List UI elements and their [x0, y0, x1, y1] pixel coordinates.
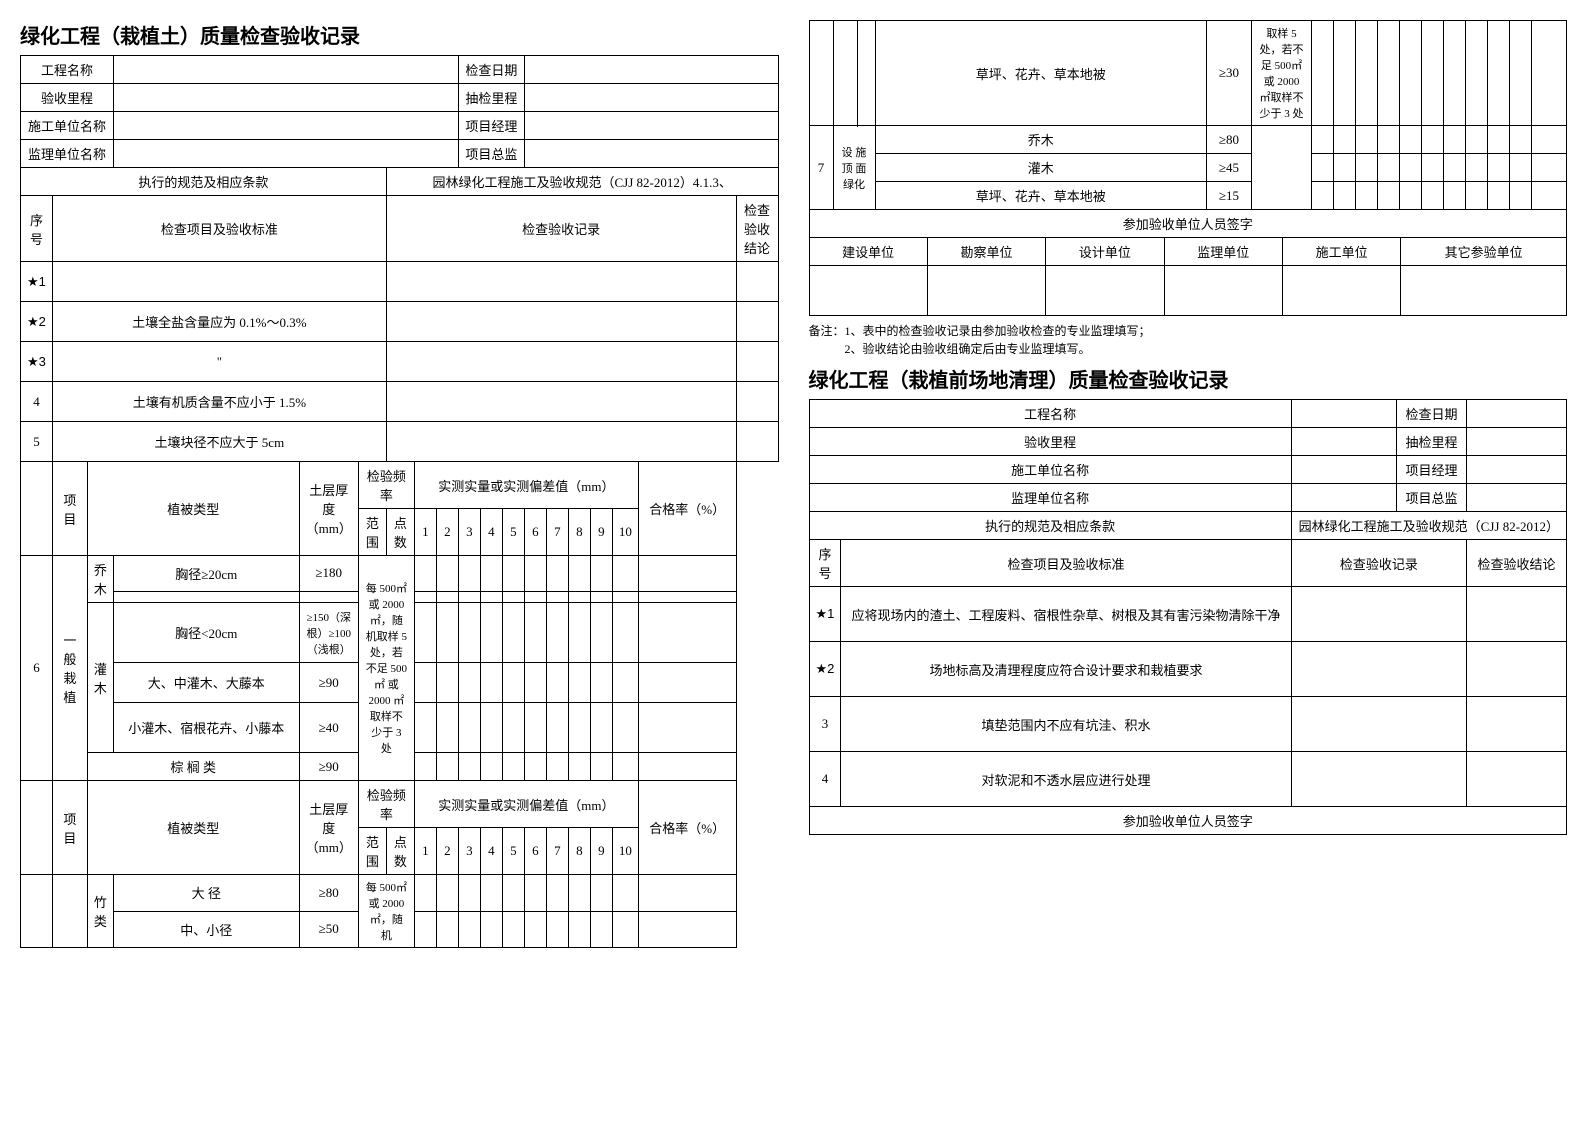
seq-7b: 7	[809, 126, 833, 210]
val-check-date	[524, 56, 778, 84]
bamboo-small: 中、小径	[113, 911, 299, 948]
arbor-b: 胸径<20cm	[113, 603, 299, 663]
val-project-name	[113, 56, 458, 84]
table-1-cont2: 7 设 施 顶 面 绿化 乔木 ≥80 灌木 ≥45 草坪、花卉、草本地被 ≥1…	[809, 125, 1568, 238]
seq-1: ★1	[21, 262, 53, 302]
sub-plant-type: 植被类型	[87, 462, 299, 556]
sub-depth: 土层厚度（mm）	[299, 462, 358, 556]
title-1: 绿化工程（栽植土）质量检查验收记录	[20, 20, 779, 49]
r7-lawn1: 草坪、花卉、草本地被	[875, 21, 1207, 126]
col-item-std: 检查项目及验收标准	[52, 196, 386, 262]
freq-6: 每 500㎡ 或 2000 ㎡，随机取样 5 处，若不足 500㎡ 或 2000…	[358, 556, 414, 781]
bamboo-small-val: ≥50	[299, 911, 358, 948]
shrub-b-val: ≥40	[299, 703, 358, 753]
lbl-pm: 项目经理	[458, 112, 524, 140]
sub-range: 范围	[358, 509, 386, 556]
title-2: 绿化工程（栽植前场地清理）质量检查验收记录	[809, 364, 1568, 393]
shrub-a-val: ≥90	[299, 663, 358, 703]
notes: 备注：1、表中的检查验收记录由参加验收检查的专业监理填写； 2、验收结论由验收组…	[809, 322, 1568, 358]
seq-2: ★2	[21, 302, 53, 342]
shrub-b: 小灌木、宿根花卉、小藤本	[113, 703, 299, 753]
arbor-a: 胸径≥20cm	[113, 556, 299, 592]
col-seq: 序号	[21, 196, 53, 262]
lbl-project-name: 工程名称	[21, 56, 114, 84]
seq-4: 4	[21, 382, 53, 422]
arbor: 乔木	[87, 556, 113, 603]
seq-6: 6	[21, 556, 53, 781]
bamboo: 竹类	[87, 875, 113, 948]
r7-shrub: 灌木	[875, 154, 1207, 182]
lbl-check-date: 检查日期	[458, 56, 524, 84]
txt-3: "	[52, 342, 386, 382]
lbl-const-unit: 施工单位名称	[21, 112, 114, 140]
bamboo-big-val: ≥80	[299, 875, 358, 912]
shrub-a: 大、中灌木、大藤本	[113, 663, 299, 703]
sig-u0: 建设单位	[809, 238, 927, 266]
sig-u4: 施工单位	[1282, 238, 1400, 266]
lbl-accept-mileage: 验收里程	[21, 84, 114, 112]
sig-table: 建设单位 勘察单位 设计单位 监理单位 施工单位 其它参验单位	[809, 237, 1568, 316]
sig-u5: 其它参验单位	[1401, 238, 1567, 266]
lbl-chief: 项目总监	[458, 140, 524, 168]
r7-lawn1-val: ≥30	[1207, 21, 1252, 126]
sub-project: 项目	[52, 462, 87, 556]
right-page: 草坪、花卉、草本地被 ≥30 取样 5 处，若不足 500㎡ 或 2000 ㎡取…	[809, 20, 1568, 948]
col-record: 检查验收记录	[386, 196, 736, 262]
sub-points: 点数	[386, 509, 414, 556]
bamboo-freq: 每 500㎡ 或 2000 ㎡，随机	[358, 875, 414, 948]
r7-lawn2-val: ≥15	[1207, 182, 1252, 210]
left-page: 绿化工程（栽植土）质量检查验收记录 工程名称 检查日期 验收里程 抽检里程 施工…	[20, 20, 779, 948]
r7-arbor-val: ≥80	[1207, 126, 1252, 154]
lbl-spec: 执行的规范及相应条款	[21, 168, 387, 196]
r7-lawn2: 草坪、花卉、草本地被	[875, 182, 1207, 210]
r7-freq: 取样 5 处，若不足 500㎡ 或 2000 ㎡取样不少于 3 处	[1252, 21, 1312, 126]
r7-shrub-val: ≥45	[1207, 154, 1252, 182]
sig-header: 参加验收单位人员签字	[809, 210, 1567, 238]
table-1-cont: 草坪、花卉、草本地被 ≥30 取样 5 处，若不足 500㎡ 或 2000 ㎡取…	[809, 20, 1568, 126]
sig-u2: 设计单位	[1046, 238, 1164, 266]
txt-5: 土壤块径不应大于 5cm	[52, 422, 386, 462]
sub-measured: 实测实量或实测偏差值（mm）	[414, 462, 638, 509]
seq-5: 5	[21, 422, 53, 462]
arbor-b-val: ≥150（深根）≥100（浅根）	[299, 603, 358, 663]
sub-pass: 合格率（%）	[638, 462, 736, 556]
palm: 棕 榈 类	[87, 753, 299, 781]
proj-7: 设 施 顶 面 绿化	[833, 126, 875, 210]
col-conclusion: 检查验收结论	[736, 196, 778, 262]
proj-6: 一般栽植	[52, 556, 87, 781]
bamboo-big: 大 径	[113, 875, 299, 912]
seq-3: ★3	[21, 342, 53, 382]
table-1: 工程名称 检查日期 验收里程 抽检里程 施工单位名称 项目经理 监理单位名称 项…	[20, 55, 779, 948]
arbor-a-val: ≥180	[299, 556, 358, 592]
txt-2: 土壤全盐含量应为 0.1%～0.3%	[52, 302, 386, 342]
sig-u3: 监理单位	[1164, 238, 1282, 266]
sub-freq: 检验频率	[358, 462, 414, 509]
val-spec: 园林绿化工程施工及验收规范（CJJ 82-2012）4.1.3、	[386, 168, 778, 196]
shrub: 灌木	[87, 603, 113, 753]
palm-val: ≥90	[299, 753, 358, 781]
txt-4: 土壤有机质含量不应小于 1.5%	[52, 382, 386, 422]
lbl-super-unit: 监理单位名称	[21, 140, 114, 168]
r7-arbor: 乔木	[875, 126, 1207, 154]
lbl-spot-mileage: 抽检里程	[458, 84, 524, 112]
sig-u1: 勘察单位	[927, 238, 1045, 266]
table-2: 工程名称 检查日期 验收里程 抽检里程 施工单位名称 项目经理 监理单位名称 项…	[809, 399, 1568, 835]
